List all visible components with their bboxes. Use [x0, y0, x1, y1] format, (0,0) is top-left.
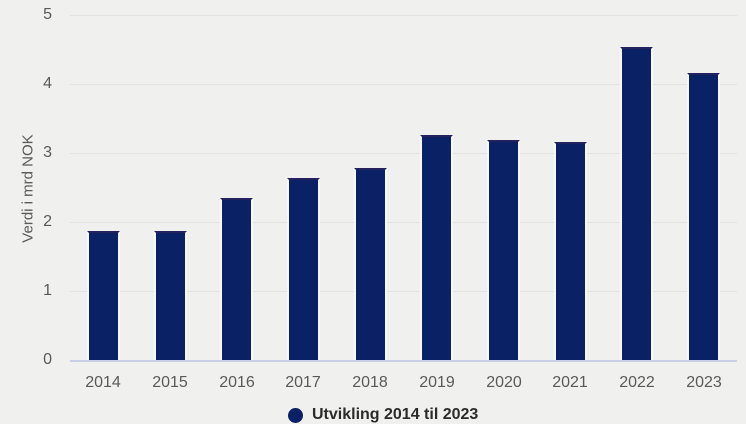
bar-2018: [354, 168, 387, 360]
y-tick-label-1: 1: [43, 282, 52, 299]
y-tick-label-2: 2: [43, 213, 52, 230]
gridline-y-4: [70, 84, 737, 85]
x-tick-label-2016: 2016: [219, 374, 255, 391]
x-tick-label-2014: 2014: [85, 374, 121, 391]
y-tick-label-0: 0: [43, 351, 52, 368]
bar-2017: [287, 178, 320, 360]
bar-2015: [154, 231, 187, 360]
x-tick-label-2019: 2019: [419, 374, 455, 391]
gridline-y-3: [70, 153, 737, 154]
gridline-y-2: [70, 222, 737, 223]
bar-2021: [554, 142, 587, 360]
bar-2022: [620, 47, 653, 360]
legend: Utvikling 2014 til 2023: [288, 406, 478, 424]
y-tick-label-5: 5: [43, 6, 52, 23]
bar-2014: [87, 231, 120, 360]
x-tick-label-2023: 2023: [686, 374, 722, 391]
x-axis-line: [70, 360, 737, 362]
bar-2019: [420, 135, 453, 360]
y-axis-title: Verdi i mrd NOK: [19, 134, 37, 243]
bar-2020: [487, 140, 520, 360]
x-tick-label-2020: 2020: [486, 374, 522, 391]
x-tick-label-2015: 2015: [152, 374, 188, 391]
y-tick-label-3: 3: [43, 144, 52, 161]
x-tick-label-2017: 2017: [285, 374, 321, 391]
x-tick-label-2022: 2022: [619, 374, 655, 391]
legend-label: Utvikling 2014 til 2023: [312, 406, 479, 423]
gridline-y-5: [70, 15, 737, 16]
x-tick-label-2021: 2021: [552, 374, 588, 391]
x-tick-label-2018: 2018: [352, 374, 388, 391]
bar-2023: [687, 73, 720, 360]
legend-marker-icon: [288, 407, 303, 423]
bar-2016: [220, 198, 253, 360]
gridline-y-1: [70, 291, 737, 292]
y-tick-label-4: 4: [43, 75, 52, 92]
